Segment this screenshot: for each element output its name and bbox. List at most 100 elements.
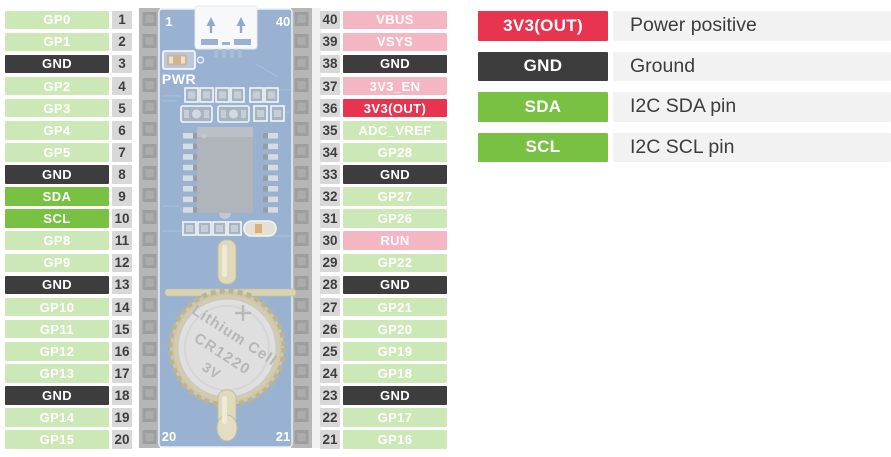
- pin-row-gp8: GP8 11: [5, 231, 132, 251]
- pin-label: GP10: [5, 297, 109, 317]
- pin-row-scl: SCL 10: [5, 209, 132, 228]
- board-corner-pin21: 21: [276, 429, 290, 444]
- legend-swatch: 3V3(OUT): [478, 11, 608, 41]
- usb-arrow-icon: [206, 17, 246, 33]
- pin-row-sda: SDA 9: [5, 187, 132, 206]
- left-pin-column: GP0 1 GP1 2 GND 3 GP2 4 GP3 5 GP4 6 GP5 7 GND 8 SDA 9 SCL 1…: [5, 0, 132, 449]
- pin-label: SCL: [5, 209, 109, 228]
- pin-row-gp10: GP10 14: [5, 297, 132, 317]
- pin-row-gp11: GP11 15: [5, 319, 132, 339]
- pin-number: 19: [112, 408, 132, 427]
- pin-number: 30: [320, 231, 340, 251]
- pin-row-gp28: 34 GP28: [320, 143, 447, 162]
- pin-row-gp12: GP12 16: [5, 341, 132, 361]
- pin-label: GP28: [343, 143, 447, 162]
- pin-label: GP22: [343, 253, 447, 273]
- plus-icon: [235, 305, 251, 321]
- pin-label: GP27: [343, 187, 447, 206]
- pin-label: GP16: [343, 430, 447, 449]
- pin-label: GP14: [5, 408, 109, 427]
- pin-number: 37: [320, 76, 340, 96]
- pin-label: GP20: [343, 319, 447, 339]
- pin-number: 16: [112, 341, 132, 361]
- legend-description: Power positive: [613, 11, 891, 41]
- pin-row-gp4: GP4 6: [5, 120, 132, 140]
- pin-row-gnd: 33 GND: [320, 165, 447, 184]
- pin-number: 5: [112, 98, 132, 118]
- pin-label: GP15: [5, 430, 109, 449]
- pin-label: GP9: [5, 253, 109, 273]
- pin-number: 17: [112, 364, 132, 383]
- pin-row-gp22: 29 GP22: [320, 253, 447, 273]
- pin-label: RUN: [343, 231, 447, 251]
- pin-row-gp19: 25 GP19: [320, 341, 447, 361]
- pin-number: 21: [320, 430, 340, 449]
- legend-row-sda: SDA I2C SDA pin: [478, 92, 891, 122]
- battery-holder-bottom: [216, 389, 238, 442]
- pin-label: GP1: [5, 32, 109, 52]
- pin-label: GP13: [5, 364, 109, 383]
- pin-number: 3: [112, 54, 132, 74]
- smd-components: [184, 87, 279, 103]
- board-illustration: Lithium Cell CR1220 3V 1 40 20 21 PWR: [138, 0, 323, 452]
- pin-row-gp26: 31 GP26: [320, 209, 447, 228]
- pin-label: GP12: [5, 341, 109, 361]
- pin-label: 3V3_EN: [343, 76, 447, 96]
- legend-swatch: GND: [478, 51, 608, 81]
- usb-pins: [214, 49, 242, 58]
- board-corner-pin40: 40: [276, 14, 290, 29]
- pin-label: GP17: [343, 408, 447, 427]
- pin-label: VSYS: [343, 32, 447, 52]
- pin-row-gnd: GND 3: [5, 54, 132, 74]
- board-texts: 1 40 20 21 PWR: [162, 14, 290, 444]
- board-corner-pin1: 1: [165, 14, 172, 29]
- pin-label: GP26: [343, 209, 447, 228]
- pin-label: GP2: [5, 76, 109, 96]
- board-corner-pin20: 20: [162, 429, 176, 444]
- pin-number: 31: [320, 209, 340, 228]
- usb-connector: [194, 5, 258, 58]
- pin-header-right: [291, 8, 321, 448]
- pin-number: 2: [112, 32, 132, 52]
- pin-row-gnd: GND 18: [5, 386, 132, 405]
- pin-row-3v3-out-: 36 3V3(OUT): [320, 98, 447, 118]
- pin-row-adc-vref: 35 ADC_VREF: [320, 120, 447, 140]
- pin-label: GP11: [5, 319, 109, 339]
- pin-number: 22: [320, 408, 340, 427]
- pin-number: 14: [112, 297, 132, 317]
- pin-number: 40: [320, 10, 340, 30]
- pin-row-gp17: 22 GP17: [320, 408, 447, 427]
- pin-label: GND: [5, 165, 109, 184]
- pin-label: GND: [343, 54, 447, 74]
- pin-number: 11: [112, 231, 132, 251]
- pin-number: 39: [320, 32, 340, 52]
- pin-number: 10: [112, 209, 132, 228]
- pin-number: 7: [112, 143, 132, 162]
- pin-number: 34: [320, 143, 340, 162]
- pin-label: GP3: [5, 98, 109, 118]
- pin-row-run: 30 RUN: [320, 231, 447, 251]
- pin-row-gnd: GND 8: [5, 165, 132, 184]
- legend-row-gnd: GND Ground: [478, 51, 891, 81]
- pwr-led: [162, 50, 205, 70]
- pin-number: 23: [320, 386, 340, 405]
- pin-row-vbus: 40 VBUS: [320, 10, 447, 30]
- pin-row-gp1: GP1 2: [5, 32, 132, 52]
- pin-number: 18: [112, 386, 132, 405]
- legend-description: Ground: [613, 51, 891, 81]
- pin-label: SDA: [5, 187, 109, 206]
- pin-number: 13: [112, 275, 132, 295]
- pin-number: 6: [112, 120, 132, 140]
- pin-number: 4: [112, 76, 132, 96]
- pin-number: 8: [112, 165, 132, 184]
- legend-row-scl: SCL I2C SCL pin: [478, 132, 891, 162]
- pin-label: 3V3(OUT): [343, 98, 447, 118]
- pin-label: VBUS: [343, 10, 447, 30]
- pin-number: 35: [320, 120, 340, 140]
- pin-label: GP8: [5, 231, 109, 251]
- smd-components-2: [180, 105, 285, 123]
- pwr-label: PWR: [162, 71, 196, 87]
- pin-number: 26: [320, 319, 340, 339]
- pin-number: 15: [112, 319, 132, 339]
- legend-description: I2C SDA pin: [613, 92, 891, 122]
